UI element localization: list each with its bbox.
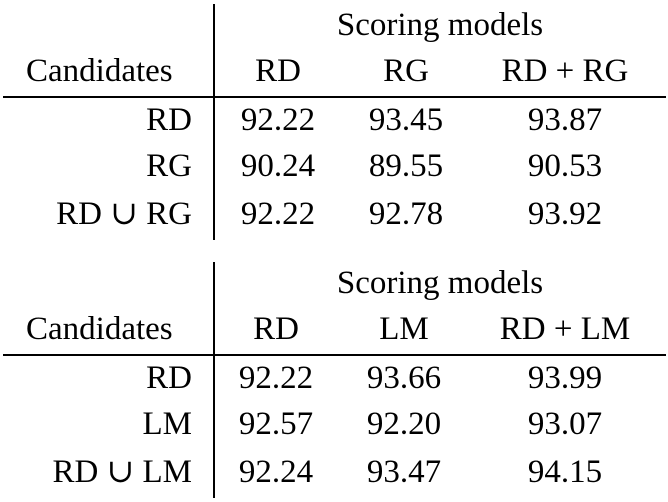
row-header: Candidates <box>26 311 173 347</box>
table-cell: 92.22 <box>240 102 316 138</box>
header-rule <box>3 96 666 98</box>
column-divider <box>213 4 215 240</box>
table-cell: 92.22 <box>238 360 314 396</box>
column-header: RG <box>383 53 429 89</box>
header-rule <box>3 354 666 356</box>
row-label: RD ∪ LM <box>52 454 193 490</box>
row-label: RD <box>146 102 192 138</box>
table-cell: 92.20 <box>366 406 442 442</box>
row-label: RD ∪ RG <box>56 196 192 232</box>
table-cell: 92.57 <box>238 406 314 442</box>
table-cell: 94.15 <box>527 454 603 490</box>
results-table-rd-rg: Scoring models Candidates RD RG RD + RG … <box>0 0 668 240</box>
table-cell: 93.99 <box>527 360 603 396</box>
group-header: Scoring models <box>336 7 544 43</box>
column-header: LM <box>379 311 429 347</box>
column-header: RD <box>255 53 301 89</box>
table-cell: 93.47 <box>366 454 442 490</box>
group-header: Scoring models <box>336 265 544 301</box>
table-cell: 89.55 <box>368 148 444 184</box>
row-label: RD <box>146 360 192 396</box>
row-label: LM <box>142 406 193 442</box>
table-cell: 93.07 <box>527 406 603 442</box>
table-cell: 93.92 <box>527 196 603 232</box>
column-divider <box>213 262 215 498</box>
results-table-rd-lm: Scoring models Candidates RD LM RD + LM … <box>0 258 668 498</box>
table-cell: 90.24 <box>240 148 316 184</box>
column-header: RD + LM <box>499 311 631 347</box>
table-cell: 93.87 <box>527 102 603 138</box>
table-cell: 92.78 <box>368 196 444 232</box>
table-cell: 92.22 <box>240 196 316 232</box>
table-cell: 92.24 <box>238 454 314 490</box>
column-header: RD + RG <box>501 53 629 89</box>
table-cell: 93.66 <box>366 360 442 396</box>
row-header: Candidates <box>26 53 173 89</box>
row-label: RG <box>146 148 192 184</box>
table-cell: 90.53 <box>527 148 603 184</box>
column-header: RD <box>253 311 299 347</box>
table-cell: 93.45 <box>368 102 444 138</box>
